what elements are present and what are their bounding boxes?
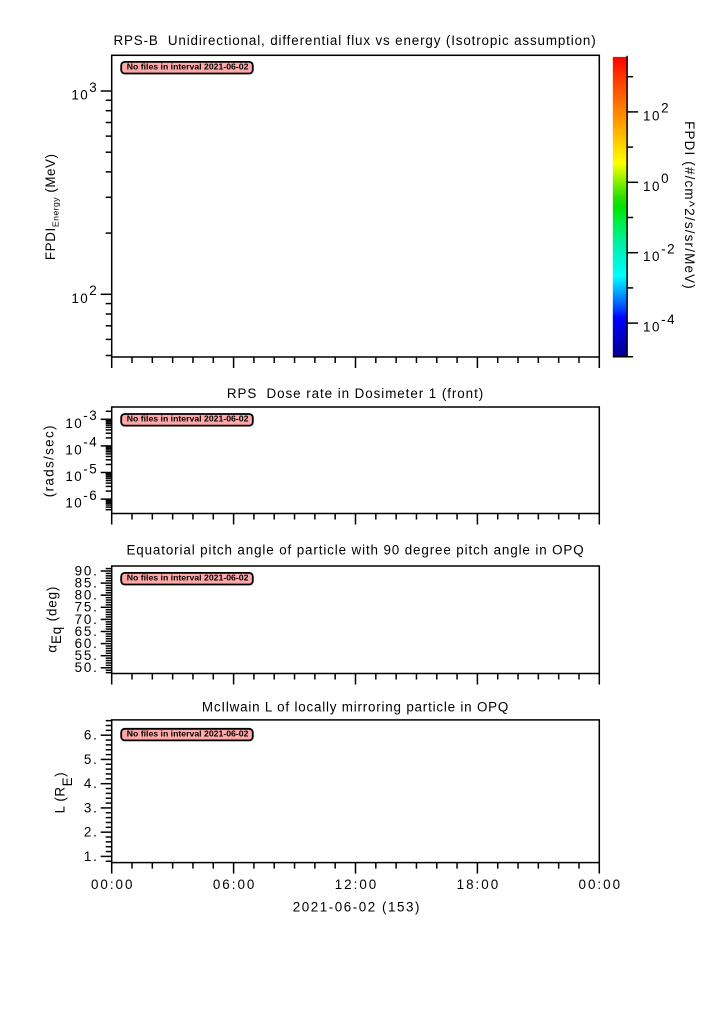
svg-text:00:00: 00:00	[579, 877, 623, 892]
svg-text:2.: 2.	[84, 825, 99, 840]
svg-text:5.: 5.	[84, 752, 99, 767]
svg-text:65.: 65.	[75, 624, 99, 639]
svg-text:80.: 80.	[75, 588, 99, 603]
svg-text:70.: 70.	[75, 612, 99, 627]
svg-text:75.: 75.	[75, 600, 99, 615]
svg-text:FPDI (#/cm^2/s/sr/MeV): FPDI (#/cm^2/s/sr/MeV)	[682, 121, 697, 290]
svg-text:No files in interval 2021-06-0: No files in interval 2021-06-02	[127, 728, 249, 738]
svg-text:6.: 6.	[84, 728, 99, 743]
svg-text:3.: 3.	[84, 800, 99, 815]
svg-text:12:00: 12:00	[335, 877, 379, 892]
svg-text:55.: 55.	[75, 648, 99, 663]
svg-text:50.: 50.	[75, 660, 99, 675]
svg-text:4.: 4.	[84, 776, 99, 791]
svg-text:FPDIEnergy (MeV): FPDIEnergy (MeV)	[43, 153, 61, 260]
svg-text:18:00: 18:00	[457, 877, 501, 892]
svg-text:No files in interval 2021-06-0: No files in interval 2021-06-02	[127, 414, 249, 424]
svg-text:00:00: 00:00	[91, 877, 135, 892]
svg-text:06:00: 06:00	[213, 877, 257, 892]
svg-text:(rads/sec): (rads/sec)	[41, 424, 56, 497]
svg-text:Equatorial pitch angle of part: Equatorial pitch angle of particle with …	[126, 542, 584, 557]
svg-text:αEq (deg): αEq (deg)	[45, 586, 64, 653]
svg-text:McIlwain L of locally mirrorin: McIlwain L of locally mirroring particle…	[202, 700, 509, 715]
svg-text:RPS-B Unidirectional, differe: RPS-B Unidirectional, differential flux …	[113, 33, 596, 48]
svg-text:2021-06-02 (153): 2021-06-02 (153)	[293, 899, 421, 914]
svg-text:90.: 90.	[75, 563, 99, 578]
svg-text:1.: 1.	[84, 849, 99, 864]
svg-text:85.: 85.	[75, 576, 99, 591]
svg-text:No files in interval 2021-06-0: No files in interval 2021-06-02	[127, 572, 249, 582]
svg-text:RPS Dose rate in Dosimeter 1: RPS Dose rate in Dosimeter 1 (front)	[227, 386, 484, 401]
svg-text:No files in interval 2021-06-0: No files in interval 2021-06-02	[127, 61, 249, 71]
svg-text:60.: 60.	[75, 636, 99, 651]
